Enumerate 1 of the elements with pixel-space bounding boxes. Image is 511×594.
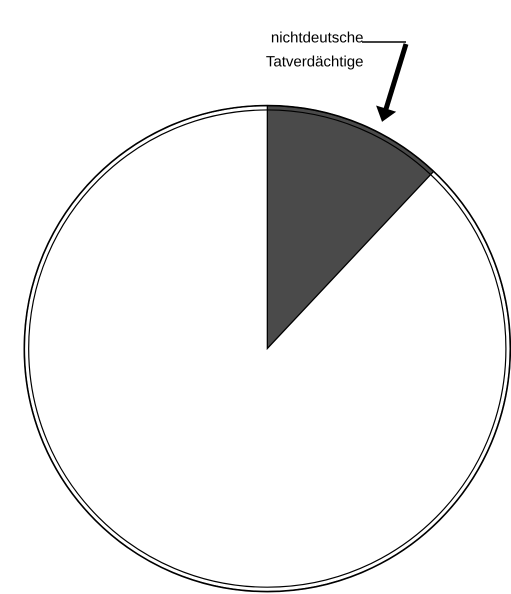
legend-label: nichtdeutsche Tatverdächtige <box>266 32 363 70</box>
